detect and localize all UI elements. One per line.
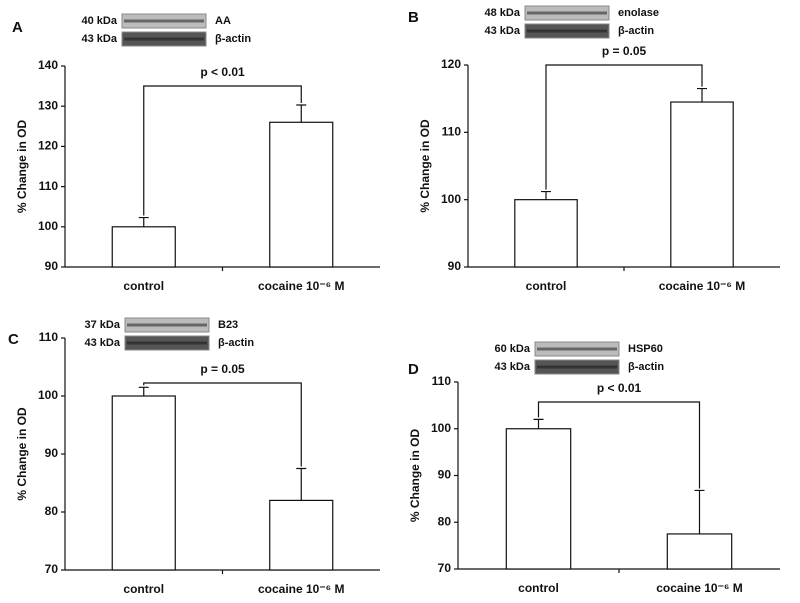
blot-label: β-actin bbox=[218, 337, 254, 349]
error-bar bbox=[533, 418, 544, 429]
y-tick-label: 100 bbox=[441, 192, 461, 206]
y-tick-label: 100 bbox=[38, 388, 58, 402]
panel: D 60 kDa HSP60 43 kDa β-actin 70 80 90 100 110 % C… bbox=[408, 341, 780, 595]
y-tick-label: 80 bbox=[438, 514, 452, 528]
blot-size: 43 kDa bbox=[495, 361, 531, 373]
y-tick-label: 90 bbox=[448, 259, 462, 273]
x-tick-label: cocaine 10⁻⁶ M bbox=[258, 279, 345, 293]
error-bar bbox=[694, 489, 705, 534]
x-tick-label: control bbox=[123, 582, 164, 596]
significance-bracket bbox=[143, 85, 302, 216]
y-tick-label: 90 bbox=[45, 446, 59, 460]
p-value: p = 0.05 bbox=[602, 44, 647, 58]
y-tick-label: 110 bbox=[39, 179, 59, 193]
p-value: p = 0.05 bbox=[200, 362, 245, 376]
y-axis-label: % Change in OD bbox=[15, 407, 29, 501]
bar bbox=[269, 121, 334, 268]
x-tick-label: cocaine 10⁻⁶ M bbox=[659, 279, 746, 293]
bar bbox=[666, 533, 733, 570]
panel-label: C bbox=[8, 331, 19, 348]
panel-label: D bbox=[408, 361, 419, 378]
blot-label: AA bbox=[215, 15, 231, 27]
panel-label: B bbox=[408, 9, 419, 26]
y-tick-label: 80 bbox=[45, 504, 59, 518]
blot-label: β-actin bbox=[215, 33, 251, 45]
blot-size: 60 kDa bbox=[495, 343, 531, 355]
error-bar bbox=[296, 104, 307, 123]
y-tick-label: 90 bbox=[438, 468, 452, 482]
blot-size: 48 kDa bbox=[485, 7, 521, 19]
bar bbox=[505, 428, 572, 570]
blot-label: β-actin bbox=[628, 361, 664, 373]
y-tick-label: 110 bbox=[442, 125, 462, 139]
y-tick-label: 110 bbox=[432, 374, 452, 388]
error-bar bbox=[138, 216, 149, 227]
panel: A 40 kDa AA 43 kDa β-actin 90 100 110 120 130 140%… bbox=[12, 13, 380, 293]
blot-label: β-actin bbox=[618, 25, 654, 37]
y-tick-label: 100 bbox=[38, 219, 58, 233]
y-tick-label: 70 bbox=[438, 561, 452, 575]
p-value: p < 0.01 bbox=[597, 381, 642, 395]
y-tick-label: 90 bbox=[45, 259, 59, 273]
significance-bracket bbox=[537, 401, 701, 489]
panel-label: A bbox=[12, 19, 23, 36]
error-bar bbox=[541, 190, 551, 200]
blot-size: 40 kDa bbox=[82, 15, 118, 27]
error-bar bbox=[697, 87, 707, 103]
y-tick-label: 120 bbox=[38, 139, 58, 153]
x-tick-label: control bbox=[123, 279, 164, 293]
y-tick-label: 70 bbox=[45, 562, 59, 576]
blot-size: 43 kDa bbox=[85, 337, 121, 349]
panel: B 48 kDa enolase 43 kDa β-actin 90 100 110 120 % … bbox=[408, 5, 780, 293]
y-tick-label: 110 bbox=[39, 330, 59, 344]
blot-size: 43 kDa bbox=[485, 25, 521, 37]
y-tick-label: 100 bbox=[431, 421, 451, 435]
x-tick-label: cocaine 10⁻⁶ M bbox=[656, 581, 743, 595]
x-tick-label: control bbox=[518, 581, 559, 595]
blot-label: HSP60 bbox=[628, 343, 663, 355]
p-value: p < 0.01 bbox=[200, 65, 245, 79]
bar bbox=[269, 499, 334, 571]
error-bar bbox=[138, 386, 149, 396]
blot-size: 37 kDa bbox=[85, 319, 121, 331]
blot-size: 43 kDa bbox=[82, 33, 118, 45]
significance-bracket bbox=[143, 382, 302, 467]
x-tick-label: cocaine 10⁻⁶ M bbox=[258, 582, 345, 596]
bar bbox=[670, 101, 734, 268]
panel: C 37 kDa B23 43 kDa β-actin 70 80 90 100 110 % Cha… bbox=[8, 317, 380, 596]
x-tick-label: control bbox=[526, 279, 567, 293]
y-axis-label: % Change in OD bbox=[15, 119, 29, 213]
significance-bracket bbox=[545, 64, 703, 190]
y-tick-label: 130 bbox=[38, 98, 58, 112]
y-axis-label: % Change in OD bbox=[408, 428, 422, 522]
blot-label: enolase bbox=[618, 7, 659, 19]
y-tick-label: 120 bbox=[441, 57, 461, 71]
bar bbox=[111, 226, 176, 268]
bar bbox=[514, 199, 578, 268]
y-axis-label: % Change in OD bbox=[418, 119, 432, 213]
bar bbox=[111, 395, 176, 571]
blot-label: B23 bbox=[218, 319, 238, 331]
y-tick-label: 140 bbox=[38, 58, 58, 72]
error-bar bbox=[296, 467, 307, 501]
